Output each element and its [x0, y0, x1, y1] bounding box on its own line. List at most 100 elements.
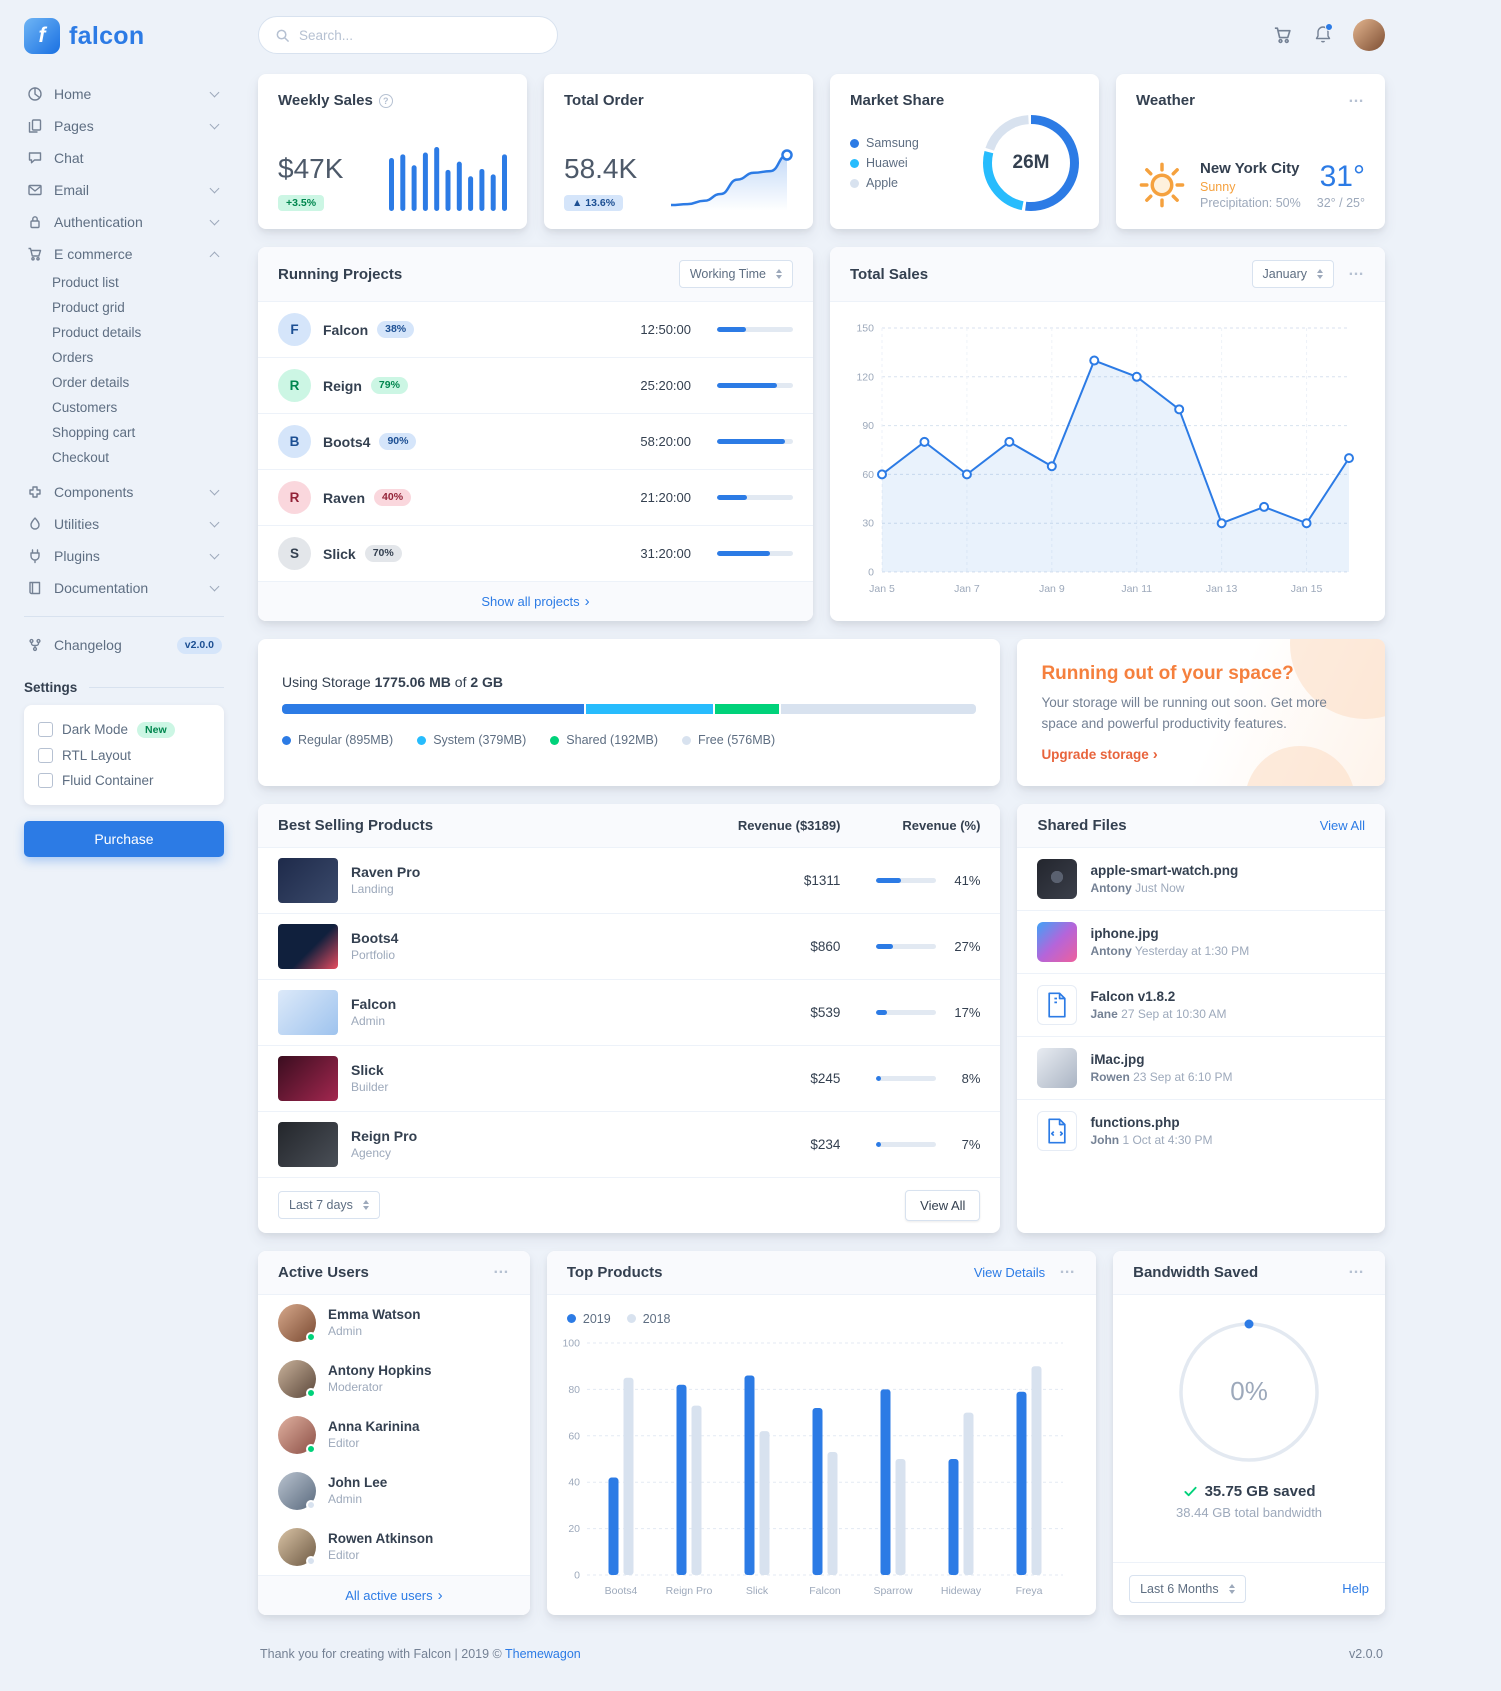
project-name[interactable]: Falcon	[323, 321, 369, 338]
legend-label: Apple	[866, 176, 898, 190]
info-icon[interactable]: ?	[378, 93, 393, 108]
purchase-button[interactable]: Purchase	[24, 821, 224, 857]
rtl-layout-checkbox[interactable]: RTL Layout	[38, 743, 210, 768]
sidebar-item-product-grid[interactable]: Product grid	[52, 300, 125, 315]
user-avatar[interactable]	[278, 1527, 316, 1566]
legend-dot	[282, 735, 291, 745]
brand-logo[interactable]: f falcon	[24, 18, 224, 54]
ecommerce-submenu: Product list Product grid Product detail…	[24, 270, 224, 476]
months-select[interactable]: Last 6 Months	[1129, 1574, 1246, 1603]
help-link[interactable]: Help	[1342, 1581, 1369, 1597]
user-avatar[interactable]	[1353, 19, 1385, 51]
revenue-percent-bar	[876, 943, 937, 949]
more-icon[interactable]: …	[1348, 262, 1365, 279]
view-all-button[interactable]: View All	[905, 1189, 981, 1221]
more-icon[interactable]: …	[1059, 1260, 1077, 1278]
file-name[interactable]: apple-smart-watch.png	[1090, 862, 1239, 878]
month-select[interactable]: January	[1251, 260, 1334, 288]
product-category: Landing	[351, 882, 394, 897]
project-name[interactable]: Boots4	[323, 433, 371, 450]
link-label: Show all projects	[481, 594, 580, 609]
svg-text:60: 60	[568, 1430, 580, 1442]
project-time: 31:20:00	[640, 546, 691, 561]
file-name[interactable]: Falcon v1.8.2	[1090, 988, 1176, 1004]
cart-icon[interactable]	[1273, 25, 1293, 45]
chevron-down-icon	[209, 183, 220, 193]
more-icon[interactable]: …	[1347, 1260, 1365, 1278]
themewagon-link[interactable]: Themewagon	[505, 1646, 581, 1661]
show-all-projects-link[interactable]: Show all projects ›	[258, 581, 813, 621]
user-name[interactable]: Emma Watson	[328, 1307, 421, 1323]
sidebar-item-product-details[interactable]: Product details	[52, 325, 142, 340]
all-active-users-link[interactable]: All active users ›	[258, 1574, 530, 1615]
sidebar-nav: Home Pages Chat Email Authentication	[24, 78, 224, 604]
dark-mode-checkbox[interactable]: Dark Mode New	[38, 717, 210, 744]
search-input[interactable]	[299, 27, 541, 43]
date-range-select[interactable]: Last 7 days	[278, 1191, 380, 1220]
search-box[interactable]	[258, 16, 558, 54]
fire-icon	[26, 516, 44, 532]
file-thumbnail	[1037, 858, 1078, 899]
project-name[interactable]: Raven	[323, 489, 366, 506]
sidebar-item-orders[interactable]: Orders	[52, 350, 94, 365]
product-name[interactable]: Boots4	[351, 930, 399, 947]
sidebar-item-product-list[interactable]: Product list	[52, 275, 119, 290]
fluid-container-checkbox[interactable]: Fluid Container	[38, 768, 210, 793]
sidebar-item-customers[interactable]: Customers	[52, 400, 118, 415]
file-name[interactable]: functions.php	[1090, 1114, 1180, 1130]
sidebar-item-shopping-cart[interactable]: Shopping cart	[52, 425, 136, 440]
weekly-sales-badge: +3.5%	[278, 194, 325, 211]
product-name[interactable]: Reign Pro	[351, 1128, 418, 1145]
user-avatar[interactable]	[278, 1415, 316, 1454]
revenue-percent: 8%	[961, 1070, 981, 1086]
product-name[interactable]: Slick	[351, 1062, 384, 1079]
project-name[interactable]: Slick	[323, 545, 356, 562]
check-icon	[1183, 1484, 1198, 1499]
user-avatar[interactable]	[278, 1471, 316, 1510]
project-name[interactable]: Reign	[323, 377, 362, 394]
top-products-legend: 2019 2018	[547, 1295, 1096, 1329]
file-time: Just Now	[1135, 880, 1185, 895]
weather-temperature: 31°	[1319, 160, 1365, 193]
product-name[interactable]: Raven Pro	[351, 864, 421, 881]
project-avatar: R	[278, 369, 311, 402]
checkbox-label: RTL Layout	[62, 748, 132, 763]
sidebar-item-home[interactable]: Home	[24, 78, 224, 110]
user-name[interactable]: Anna Karinina	[328, 1419, 420, 1435]
sidebar-item-chat[interactable]: Chat	[24, 142, 224, 174]
user-role: Editor	[328, 1548, 360, 1563]
sidebar-item-email[interactable]: Email	[24, 174, 224, 206]
new-badge: New	[137, 721, 175, 738]
upgrade-storage-link[interactable]: Upgrade storage ›	[1041, 747, 1361, 762]
sidebar-item-components[interactable]: Components	[24, 476, 224, 508]
sidebar-item-utilities[interactable]: Utilities	[24, 508, 224, 540]
user-avatar[interactable]	[278, 1359, 316, 1398]
sidebar-item-checkout[interactable]: Checkout	[52, 450, 110, 465]
chevron-right-icon: ›	[437, 1586, 443, 1604]
file-name[interactable]: iphone.jpg	[1090, 925, 1159, 941]
sidebar-item-changelog[interactable]: Changelog v2.0.0	[24, 629, 224, 662]
user-name[interactable]: Antony Hopkins	[328, 1363, 432, 1379]
bell-icon[interactable]	[1313, 23, 1333, 45]
sidebar-item-label: Documentation	[54, 580, 149, 596]
view-details-link[interactable]: View Details	[973, 1264, 1046, 1280]
sidebar-item-pages[interactable]: Pages	[24, 110, 224, 142]
user-avatar[interactable]	[278, 1303, 316, 1342]
sidebar-item-label: Home	[54, 86, 92, 102]
product-category: Builder	[351, 1080, 389, 1095]
more-icon[interactable]: …	[492, 1260, 510, 1278]
sidebar-item-documentation[interactable]: Documentation	[24, 572, 224, 604]
sidebar-item-label: E commerce	[54, 246, 133, 262]
file-name[interactable]: iMac.jpg	[1090, 1051, 1145, 1067]
sidebar-item-ecommerce[interactable]: E commerce	[24, 238, 224, 270]
view-all-link[interactable]: View All	[1319, 817, 1365, 833]
top-products-chart: 0 20 40 60 80 100 Boots4 Reign Pro Slick Falcon Sp…	[547, 1329, 1096, 1607]
more-icon[interactable]: …	[1348, 88, 1365, 106]
sidebar-item-order-details[interactable]: Order details	[52, 375, 130, 390]
user-name[interactable]: Rowen Atkinson	[328, 1531, 434, 1547]
sidebar-item-authentication[interactable]: Authentication	[24, 206, 224, 238]
user-name[interactable]: John Lee	[328, 1475, 388, 1491]
working-time-select[interactable]: Working Time	[678, 260, 793, 288]
product-name[interactable]: Falcon	[351, 996, 397, 1013]
sidebar-item-plugins[interactable]: Plugins	[24, 540, 224, 572]
